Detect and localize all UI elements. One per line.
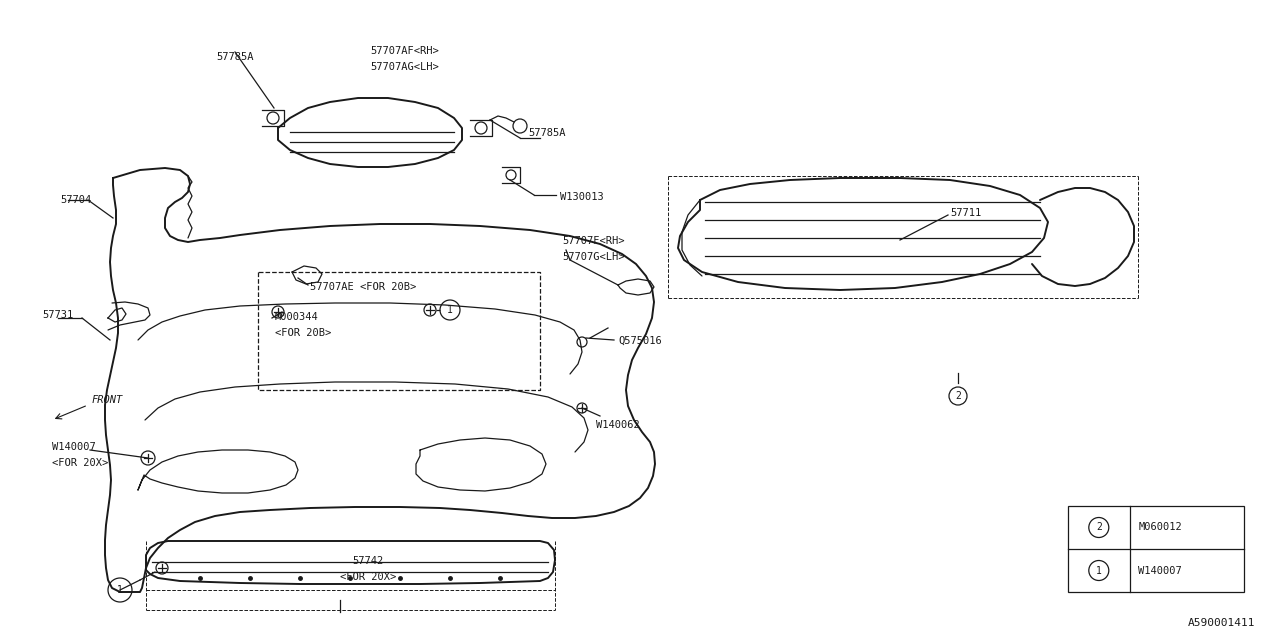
Text: 57785A: 57785A [529, 128, 566, 138]
Text: 1: 1 [1096, 566, 1102, 575]
Text: A590001411: A590001411 [1188, 618, 1254, 628]
Text: <FOR 20B>: <FOR 20B> [275, 328, 332, 338]
Text: 2: 2 [955, 391, 961, 401]
Text: W130013: W130013 [561, 192, 604, 202]
Text: 57707G<LH>: 57707G<LH> [562, 252, 625, 262]
Text: 57707AE <FOR 20B>: 57707AE <FOR 20B> [310, 282, 416, 292]
Text: 57707AG<LH>: 57707AG<LH> [370, 62, 439, 72]
Text: 57707AF<RH>: 57707AF<RH> [370, 46, 439, 56]
Text: Q575016: Q575016 [618, 336, 662, 346]
Text: 57711: 57711 [950, 208, 982, 218]
Text: W140007: W140007 [1138, 566, 1183, 575]
Text: 57707F<RH>: 57707F<RH> [562, 236, 625, 246]
Text: <FOR 20X>: <FOR 20X> [340, 572, 396, 582]
Bar [1068, 506, 1244, 592]
Text: 1: 1 [116, 585, 123, 595]
Text: 2: 2 [1096, 522, 1102, 532]
Text: 57704: 57704 [60, 195, 91, 205]
Text: W140007: W140007 [52, 442, 96, 452]
Text: <FOR 20X>: <FOR 20X> [52, 458, 109, 468]
Text: FRONT: FRONT [92, 395, 123, 405]
Text: M060012: M060012 [1138, 522, 1183, 532]
Text: 57742: 57742 [352, 556, 384, 566]
Text: 57731: 57731 [42, 310, 73, 320]
Text: W140062: W140062 [596, 420, 640, 430]
Text: M000344: M000344 [275, 312, 319, 322]
Text: 57785A: 57785A [216, 52, 253, 62]
Text: 1: 1 [447, 305, 453, 315]
